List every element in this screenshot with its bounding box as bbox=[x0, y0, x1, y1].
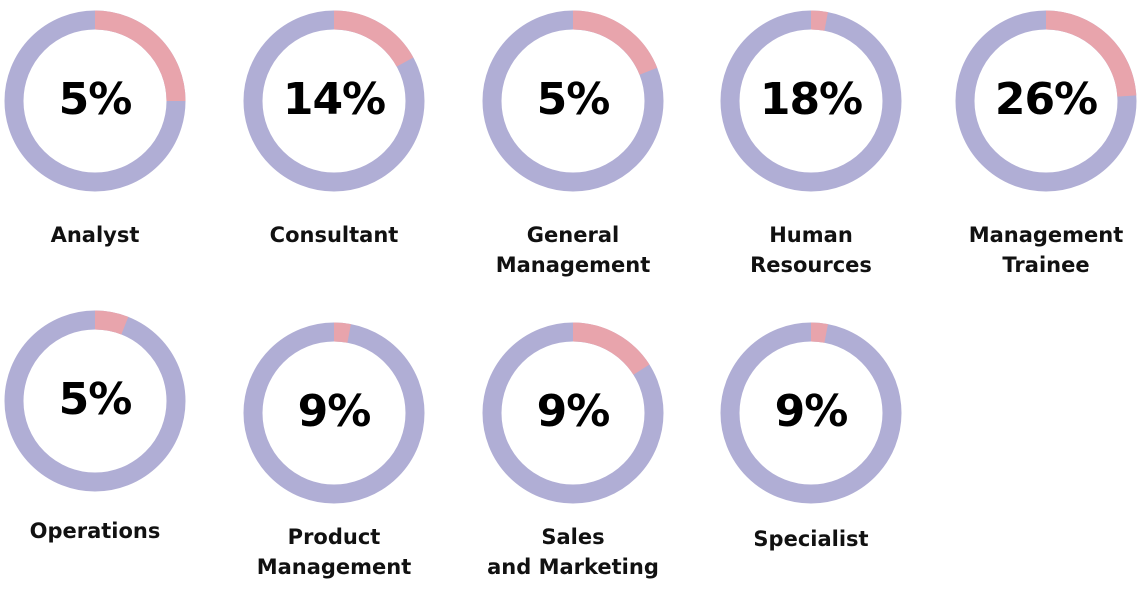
donut-highlight-arc bbox=[4, 10, 186, 192]
caption-line: Management bbox=[256, 555, 412, 579]
donut-6 bbox=[4, 310, 186, 492]
donut-5 bbox=[955, 10, 1137, 192]
caption-line: Product bbox=[287, 525, 381, 549]
caption-line: Management bbox=[968, 223, 1124, 247]
donut-7 bbox=[243, 322, 425, 504]
donut-8 bbox=[482, 322, 664, 504]
donut-value-label: 5% bbox=[58, 74, 133, 125]
caption-line: Human bbox=[769, 223, 853, 247]
donut-value-label: 5% bbox=[536, 74, 611, 125]
donut-caption: Human Resources bbox=[691, 220, 931, 280]
donut-value-label: 9% bbox=[536, 386, 611, 437]
donut-highlight-arc bbox=[4, 310, 186, 492]
donut-value-label: 14% bbox=[282, 74, 386, 125]
donut-highlight-arc bbox=[720, 10, 902, 192]
donut-3 bbox=[482, 10, 664, 192]
donut-value-label: 18% bbox=[759, 74, 863, 125]
caption-line: and Marketing bbox=[487, 555, 659, 579]
donut-value-label: 5% bbox=[58, 374, 133, 425]
donut-caption: Product Management bbox=[214, 522, 454, 582]
donut-value-label: 9% bbox=[774, 386, 849, 437]
caption-line: Operations bbox=[29, 519, 161, 543]
donut-highlight-arc bbox=[955, 10, 1137, 192]
caption-line: Trainee bbox=[1002, 253, 1090, 277]
donut-caption: Analyst bbox=[0, 220, 215, 250]
caption-line: Specialist bbox=[753, 527, 869, 551]
donut-1 bbox=[4, 10, 186, 192]
donut-value-label: 9% bbox=[297, 386, 372, 437]
donut-caption: Management Trainee bbox=[926, 220, 1146, 280]
donut-caption: Consultant bbox=[214, 220, 454, 250]
caption-line: Sales bbox=[541, 525, 605, 549]
donut-highlight-arc bbox=[720, 322, 902, 504]
caption-line: Management bbox=[495, 253, 651, 277]
donut-highlight-arc bbox=[482, 10, 664, 192]
caption-line: Consultant bbox=[269, 223, 399, 247]
donut-highlight-arc bbox=[482, 322, 664, 504]
donut-caption: General Management bbox=[453, 220, 693, 280]
donut-caption: Specialist bbox=[691, 524, 931, 554]
caption-line: General bbox=[526, 223, 620, 247]
donut-value-label: 26% bbox=[994, 74, 1098, 125]
donut-highlight-arc bbox=[243, 322, 425, 504]
donut-caption: Sales and Marketing bbox=[453, 522, 693, 582]
donut-2 bbox=[243, 10, 425, 192]
donut-caption: Operations bbox=[0, 516, 215, 546]
donut-4 bbox=[720, 10, 902, 192]
donut-9 bbox=[720, 322, 902, 504]
caption-line: Resources bbox=[750, 253, 872, 277]
donut-highlight-arc bbox=[243, 10, 425, 192]
caption-line: Analyst bbox=[50, 223, 140, 247]
